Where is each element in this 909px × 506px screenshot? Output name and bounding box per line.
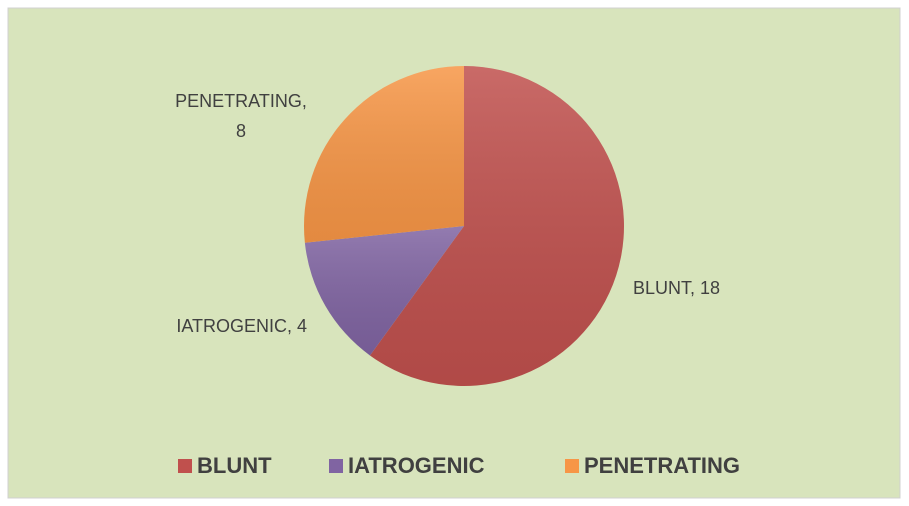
data-label: IATROGENIC, 4: [176, 316, 307, 336]
pie-slice-shade: [369, 66, 624, 386]
legend-swatch: [178, 459, 192, 473]
data-label: PENETRATING, 8: [175, 91, 307, 141]
legend-swatch: [329, 459, 343, 473]
legend-label: BLUNT: [197, 453, 272, 478]
legend-label: PENETRATING: [584, 453, 740, 478]
data-label: BLUNT, 18: [633, 278, 720, 298]
pie-slice-shade: [304, 226, 464, 356]
legend-label: IATROGENIC: [348, 453, 485, 478]
legend-swatch: [565, 459, 579, 473]
pie-slice-shade: [304, 66, 464, 243]
